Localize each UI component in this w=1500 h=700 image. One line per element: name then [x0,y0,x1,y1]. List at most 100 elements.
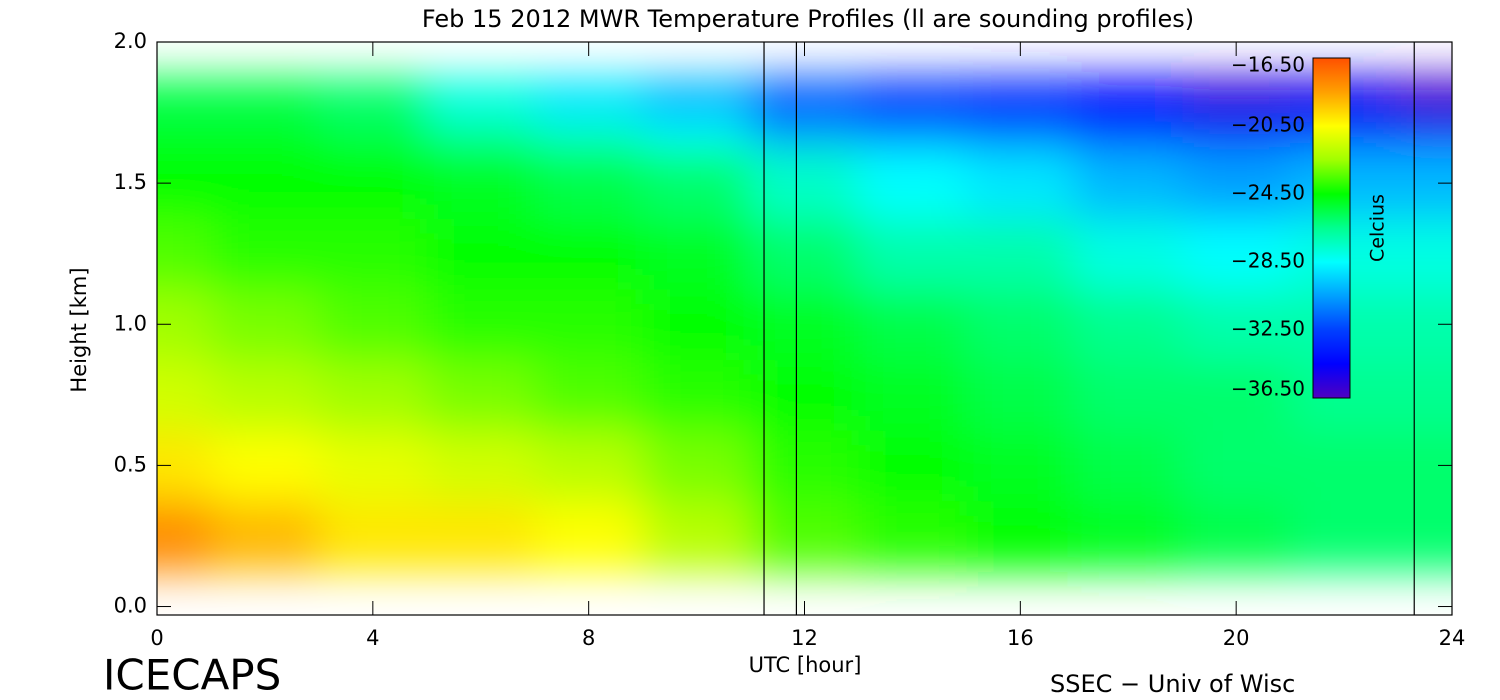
heat-cell [1290,430,1399,502]
overlay: 0 4 8 12 16 20 24 0.0 0.5 1.0 1.5 2.0 −16.50 −20.50 −2… [114,29,1466,650]
colorbar-tick-label: −36.50 [1231,377,1305,401]
heat-cell [750,147,859,219]
heat-cell [210,500,320,572]
x-tick-label: 24 [1439,626,1466,650]
heat-cell [426,147,536,219]
heat-cell [858,500,967,572]
heat-cell [534,147,644,219]
heat-cell [534,430,644,502]
heat-cell [1074,218,1183,290]
heat-cell [210,359,320,431]
heat-cell [157,500,212,572]
y-axis-label: Height [km] [67,267,91,392]
x-tick-label: 8 [582,626,595,650]
heat-cell [1290,500,1399,572]
heat-cell [858,218,967,290]
heat-cell [858,430,967,502]
heat-cell [534,288,644,361]
heat-cell [1182,430,1291,502]
heat-cell [1398,218,1452,290]
heat-cell [1074,288,1183,361]
heat-cell [1182,359,1291,431]
x-tick-label: 20 [1223,626,1250,650]
heat-cell [1074,500,1183,572]
heat-cell [1398,500,1452,572]
heat-cell [426,500,536,572]
heat-cell [318,147,428,219]
heat-cell [858,147,967,219]
colorbar-tick-label: −24.50 [1231,181,1305,205]
heat-cell [1398,77,1452,123]
y-tick-label: 2.0 [114,29,147,53]
heat-cell [1074,359,1183,431]
heat-cell [966,77,1075,123]
heat-cell [426,77,536,123]
y-tick-label: 1.0 [114,311,147,335]
heat-cell [858,77,967,123]
heat-cell [318,218,428,290]
heat-cell [1182,500,1291,572]
heat-cell [157,77,212,123]
heat-cell [534,359,644,431]
x-tick-label: 4 [366,626,379,650]
colorbar-label: Celcius [1367,194,1389,262]
heat-cell [318,77,428,123]
footer-left: ICECAPS [103,651,281,700]
colorbar-tick-label: −20.50 [1231,113,1305,137]
heat-cell [157,359,212,431]
heat-cell [750,288,859,361]
heat-cell [1182,147,1291,219]
heat-cell [1182,77,1291,123]
heat-cell [1074,77,1183,123]
heat-cell [426,218,536,290]
heat-cell [750,359,859,431]
x-axis-label: UTC [hour] [749,653,862,677]
heat-cell [318,288,428,361]
heat-cell [642,147,752,219]
heat-cell [318,430,428,502]
heat-cell [966,288,1075,361]
heat-cell [318,359,428,431]
heat-cell [1398,359,1452,431]
footer-right: SSEC − Univ of Wisc [1050,670,1295,698]
plot-area [157,77,1452,572]
y-tick-label: 0.0 [114,594,147,618]
heat-cell [534,500,644,572]
heat-cell [426,288,536,361]
heat-cell [642,218,752,290]
colorbar-tick-label: −28.50 [1231,249,1305,273]
heat-cell [750,218,859,290]
x-tick-label: 0 [150,626,163,650]
heat-cell [750,430,859,502]
heat-cell [642,500,752,572]
heat-cell [858,359,967,431]
heat-cell [318,500,428,572]
heat-cell [534,218,644,290]
heat-cell [1182,288,1291,361]
heat-cell [426,430,536,502]
colorbar-tick-label: −16.50 [1231,53,1305,77]
heat-cell [966,147,1075,219]
heat-cell [750,500,859,572]
heat-cell [1182,218,1291,290]
heat-cell [642,430,752,502]
heat-cell [210,288,320,361]
heat-cell [210,147,320,219]
heat-cell [966,500,1075,572]
heat-cell [642,359,752,431]
y-tick-label: 0.5 [114,452,147,476]
colorbar [1312,57,1351,399]
x-tick-label: 16 [1007,626,1034,650]
x-tick-label: 12 [791,626,818,650]
y-tick-label: 1.5 [114,170,147,194]
heat-cell [426,359,536,431]
heat-cell [750,77,859,123]
colorbar-tick-label: −32.50 [1231,317,1305,341]
heat-cell [210,430,320,502]
heat-cell [642,77,752,123]
heatmap [157,77,1452,572]
heat-cell [1074,147,1183,219]
heat-cell [157,218,212,290]
chart-title: Feb 15 2012 MWR Temperature Profiles (ll… [422,5,1194,33]
